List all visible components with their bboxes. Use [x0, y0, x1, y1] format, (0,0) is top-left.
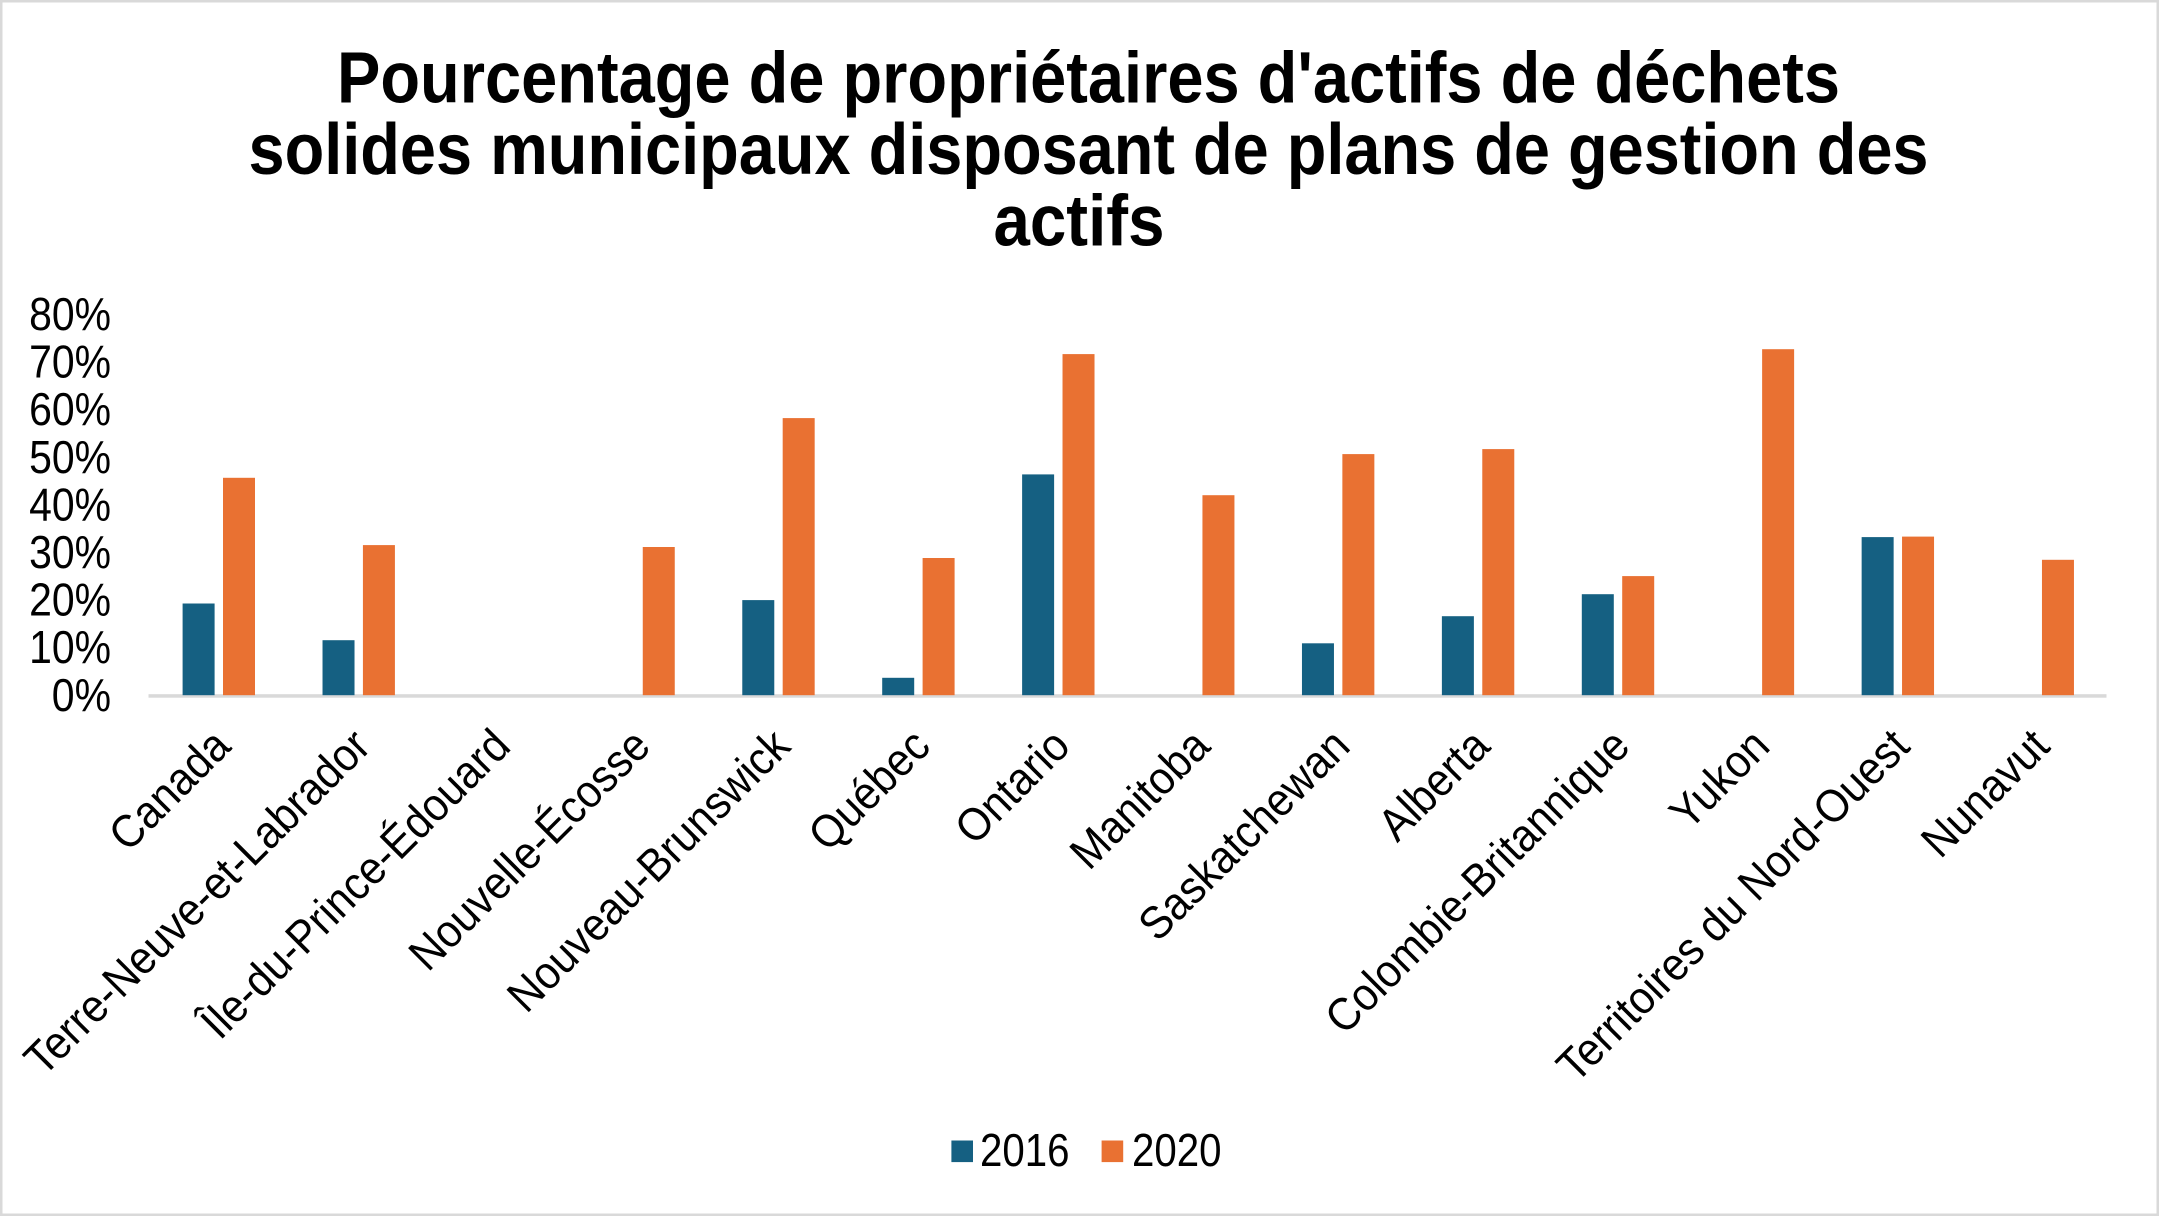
- svg-text:40%: 40%: [29, 478, 111, 530]
- svg-text:10%: 10%: [29, 621, 111, 673]
- svg-text:2020: 2020: [1132, 1124, 1222, 1176]
- svg-text:70%: 70%: [29, 336, 111, 388]
- svg-text:2016: 2016: [980, 1124, 1070, 1176]
- svg-text:80%: 80%: [29, 288, 111, 340]
- svg-text:Pourcentage de propriétaires d: Pourcentage de propriétaires d'actifs de…: [337, 38, 1840, 119]
- svg-text:60%: 60%: [29, 383, 111, 435]
- svg-text:solides municipaux disposant d: solides municipaux disposant de plans de…: [249, 109, 1929, 190]
- svg-text:20%: 20%: [29, 574, 111, 626]
- svg-text:0%: 0%: [52, 669, 111, 721]
- svg-text:50%: 50%: [29, 431, 111, 483]
- svg-text:30%: 30%: [29, 526, 111, 578]
- svg-text:actifs: actifs: [994, 181, 1165, 262]
